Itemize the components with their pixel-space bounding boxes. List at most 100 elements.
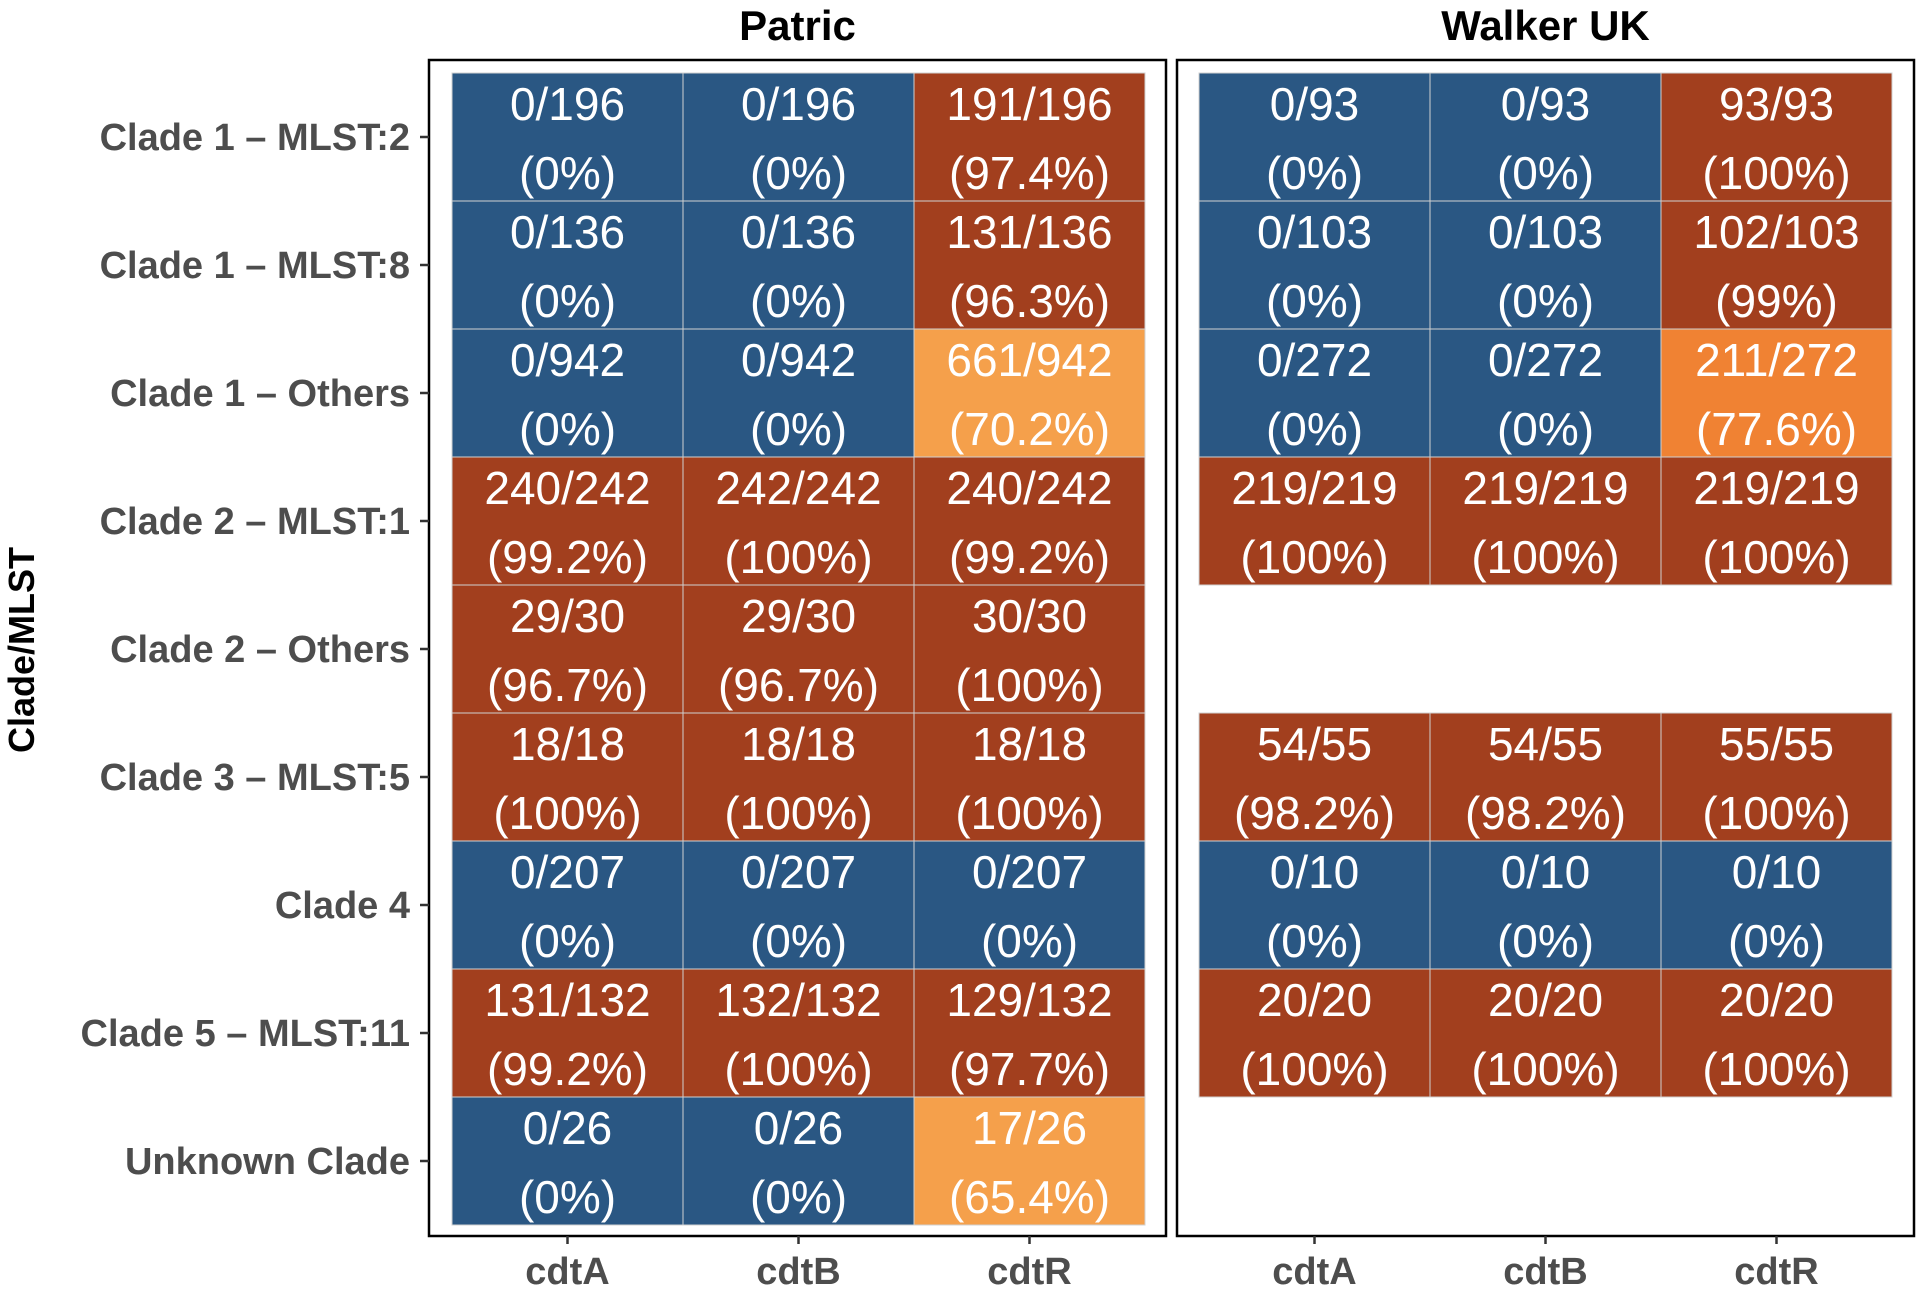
cell-percent-label: (0%) <box>750 915 847 967</box>
cell-count-label: 0/942 <box>510 334 625 386</box>
cell-percent-label: (98.2%) <box>1465 787 1626 839</box>
heatmap-cell <box>1198 456 1431 586</box>
cell-count-label: 219/219 <box>1693 462 1859 514</box>
cell-count-label: 20/20 <box>1488 974 1603 1026</box>
cell-count-label: 0/26 <box>523 1102 613 1154</box>
y-tick-label: Unknown Clade <box>125 1141 410 1183</box>
heatmap-cell <box>682 72 915 202</box>
cell-count-label: 132/132 <box>715 974 881 1026</box>
x-tick-label-cdta: cdtA <box>1272 1251 1356 1291</box>
cell-count-label: 240/242 <box>484 462 650 514</box>
cell-percent-label: (70.2%) <box>949 403 1110 455</box>
cell-percent-label: (100%) <box>1240 1043 1388 1095</box>
cell-percent-label: (96.3%) <box>949 275 1110 327</box>
cell-percent-label: (0%) <box>1497 403 1594 455</box>
heatmap-cell <box>451 840 684 970</box>
y-axis-title: Clade/MLST <box>1 547 42 753</box>
heatmap-cell <box>451 200 684 330</box>
cell-percent-label: (99.2%) <box>949 531 1110 583</box>
cell-count-label: 0/272 <box>1257 334 1372 386</box>
cell-percent-label: (0%) <box>750 1171 847 1223</box>
y-tick-label: Clade 5 – MLST:11 <box>81 1013 410 1055</box>
heatmap-cell <box>451 712 684 842</box>
cell-percent-label: (99%) <box>1715 275 1838 327</box>
heatmap-cell <box>1660 72 1893 202</box>
heatmap-cell <box>913 840 1146 970</box>
cell-percent-label: (100%) <box>955 659 1103 711</box>
cell-count-label: 55/55 <box>1719 718 1834 770</box>
heatmap-cell <box>1660 456 1893 586</box>
cell-percent-label: (0%) <box>750 403 847 455</box>
heatmap-cell <box>1660 712 1893 842</box>
cell-percent-label: (97.4%) <box>949 147 1110 199</box>
heatmap-cell <box>1429 328 1662 458</box>
cell-count-label: 0/207 <box>972 846 1087 898</box>
cell-percent-label: (77.6%) <box>1696 403 1857 455</box>
cell-percent-label: (0%) <box>519 275 616 327</box>
heatmap-cell <box>913 584 1146 714</box>
cell-percent-label: (98.2%) <box>1234 787 1395 839</box>
cell-count-label: 54/55 <box>1488 718 1603 770</box>
cell-percent-label: (0%) <box>1497 915 1594 967</box>
heatmap-cell <box>682 712 915 842</box>
heatmap-cell <box>451 456 684 586</box>
heatmap-cell <box>1198 968 1431 1098</box>
cell-count-label: 20/20 <box>1719 974 1834 1026</box>
cell-percent-label: (99.2%) <box>487 1043 648 1095</box>
x-tick-label-cdtr: cdtR <box>987 1251 1071 1291</box>
cell-count-label: 129/132 <box>946 974 1112 1026</box>
heatmap-cell <box>451 72 684 202</box>
cell-count-label: 18/18 <box>741 718 856 770</box>
y-tick-label: Clade 1 – MLST:2 <box>100 117 410 159</box>
cell-count-label: 131/132 <box>484 974 650 1026</box>
cell-percent-label: (97.7%) <box>949 1043 1110 1095</box>
heatmap-cell <box>1198 328 1431 458</box>
heatmap-cell <box>1660 200 1893 330</box>
cell-count-label: 0/10 <box>1501 846 1591 898</box>
cell-count-label: 219/219 <box>1231 462 1397 514</box>
cell-percent-label: (96.7%) <box>718 659 879 711</box>
heatmap-cell <box>682 968 915 1098</box>
heatmap-cell <box>451 968 684 1098</box>
cell-count-label: 0/207 <box>510 846 625 898</box>
cell-count-label: 54/55 <box>1257 718 1372 770</box>
cell-count-label: 0/196 <box>510 78 625 130</box>
cell-percent-label: (0%) <box>1497 275 1594 327</box>
cell-percent-label: (100%) <box>955 787 1103 839</box>
cell-count-label: 0/93 <box>1501 78 1591 130</box>
heatmap-cell <box>913 456 1146 586</box>
heatmap-cell <box>1429 456 1662 586</box>
y-tick-label: Clade 1 – Others <box>110 373 410 415</box>
cell-percent-label: (96.7%) <box>487 659 648 711</box>
heatmap-cell <box>451 1096 684 1226</box>
cell-count-label: 20/20 <box>1257 974 1372 1026</box>
cell-count-label: 211/272 <box>1695 334 1858 386</box>
cell-percent-label: (0%) <box>750 147 847 199</box>
y-tick-label: Clade 2 – Others <box>110 629 410 671</box>
cell-percent-label: (0%) <box>981 915 1078 967</box>
x-tick-label-cdtr: cdtR <box>1734 1251 1818 1291</box>
cell-percent-label: (65.4%) <box>949 1171 1110 1223</box>
x-tick-label-cdta: cdtA <box>525 1251 609 1291</box>
heatmap-cell <box>913 200 1146 330</box>
cell-percent-label: (100%) <box>724 1043 872 1095</box>
heatmap-cell <box>451 328 684 458</box>
cell-count-label: 0/136 <box>741 206 856 258</box>
cell-percent-label: (100%) <box>1702 787 1850 839</box>
cell-percent-label: (0%) <box>1266 275 1363 327</box>
heatmap-cell <box>1198 840 1431 970</box>
cell-count-label: 0/196 <box>741 78 856 130</box>
cell-count-label: 18/18 <box>510 718 625 770</box>
cell-count-label: 0/93 <box>1270 78 1360 130</box>
heatmap-cell <box>1429 840 1662 970</box>
cell-count-label: 0/10 <box>1270 846 1360 898</box>
heatmap-cell <box>913 712 1146 842</box>
heatmap-cell <box>1429 712 1662 842</box>
cell-percent-label: (100%) <box>1240 531 1388 583</box>
heatmap-cell <box>682 584 915 714</box>
cell-percent-label: (0%) <box>1266 403 1363 455</box>
cell-count-label: 0/272 <box>1488 334 1603 386</box>
heatmap-cell <box>913 968 1146 1098</box>
x-tick-label-cdtb: cdtB <box>1503 1251 1587 1291</box>
x-tick-label-cdtb: cdtB <box>756 1251 840 1291</box>
